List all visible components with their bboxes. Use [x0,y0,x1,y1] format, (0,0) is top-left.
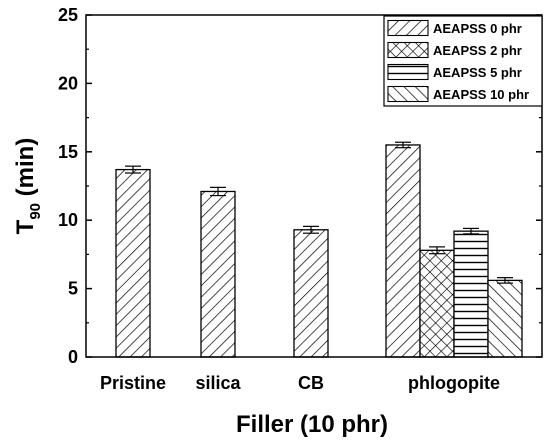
y-axis-title-main: T [12,219,39,234]
y-tick-label: 15 [58,142,78,162]
y-axis-title: T90 (min) [12,138,44,235]
y-tick-label: 5 [68,279,78,299]
x-tick-label-Pristine: Pristine [100,373,166,393]
y-axis-title-subscript: 90 [27,203,44,220]
legend-label: AEAPSS 5 phr [433,65,522,80]
bar-diag-right-silica [200,190,236,358]
bar-diag-right-Pristine [115,168,151,358]
legend-swatch-horizontal [387,63,429,81]
y-axis-title-unit: (min) [12,138,39,203]
legend-swatch-diag-right [387,19,429,37]
x-axis-title: Filler (10 phr) [236,411,388,438]
y-tick-label: 0 [68,347,78,367]
y-tick-label: 20 [58,73,78,93]
x-tick-label-CB: CB [298,373,324,393]
bar-diag-left-phlogopite [487,279,523,358]
legend: AEAPSS 0 phr AEAPSS 2 phr AEAPSS 5 phr AEAP… [383,15,543,107]
legend-label: AEAPSS 10 phr [433,87,529,102]
axes: 0 5 10 15 20 25 Pristine silica CB phlogopite [58,5,543,393]
bar-diag-right-CB [293,229,329,358]
legend-swatch-diag-left [387,85,429,103]
plot-area [115,141,523,358]
bar-diag-right-phlogopite [385,144,421,358]
y-tick-label: 10 [58,210,78,230]
y-tick-label: 25 [58,5,78,25]
legend-label: AEAPSS 2 phr [433,43,522,58]
legend-label: AEAPSS 0 phr [433,21,522,36]
bar-horizontal-phlogopite [453,230,489,358]
x-tick-label-silica: silica [195,373,241,393]
bar-crosshatch-phlogopite [419,249,455,358]
legend-swatch-crosshatch [387,41,429,59]
x-tick-label-phlogopite: phlogopite [408,373,500,393]
